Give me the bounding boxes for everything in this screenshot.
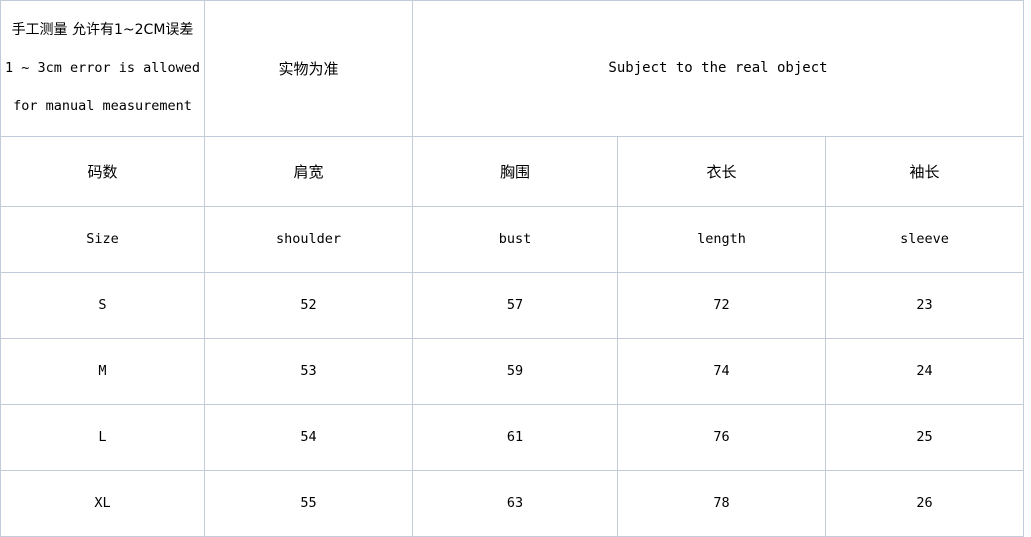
header-en-sleeve: sleeve bbox=[824, 205, 1025, 273]
real-object-en-cell: Subject to the real object bbox=[411, 0, 1025, 137]
header-en-size: Size bbox=[0, 205, 205, 273]
table-row: L 54 61 76 25 bbox=[0, 403, 1025, 471]
table-row-note: 手工测量 允许有1~2CM误差 1 ~ 3cm error is allowed… bbox=[0, 0, 1025, 137]
header-cn-size: 码数 bbox=[0, 135, 205, 207]
cell-sleeve: 24 bbox=[824, 337, 1025, 405]
cell-bust-value: 57 bbox=[506, 297, 524, 314]
header-en-shoulder-label: shoulder bbox=[275, 231, 342, 248]
cell-shoulder-value: 55 bbox=[300, 495, 317, 512]
header-en-length: length bbox=[617, 205, 826, 273]
header-en-size-label: Size bbox=[86, 231, 119, 248]
header-en-bust-label: bust bbox=[498, 231, 532, 248]
cell-sleeve: 25 bbox=[824, 403, 1025, 471]
header-cn-shoulder-label: 肩宽 bbox=[293, 162, 324, 181]
cell-shoulder-value: 54 bbox=[300, 429, 317, 446]
table-row-headers-en: Size shoulder bust length sleeve bbox=[0, 205, 1025, 273]
header-cn-bust-label: 胸围 bbox=[499, 162, 530, 181]
real-object-cn-cell: 实物为准 bbox=[204, 0, 413, 137]
cell-bust: 61 bbox=[412, 403, 618, 471]
table-row: S 52 57 72 23 bbox=[0, 271, 1025, 339]
real-object-cn-label: 实物为准 bbox=[278, 59, 339, 78]
cell-length-value: 78 bbox=[713, 495, 730, 512]
cell-shoulder: 52 bbox=[204, 271, 413, 339]
cell-length-value: 72 bbox=[713, 297, 730, 314]
cell-bust-value: 61 bbox=[506, 429, 524, 446]
measurement-note-cell: 手工测量 允许有1~2CM误差 1 ~ 3cm error is allowed… bbox=[0, 0, 205, 137]
cell-shoulder-value: 52 bbox=[300, 297, 317, 314]
measurement-note-line-1: 手工测量 允许有1~2CM误差 bbox=[11, 21, 194, 38]
cell-length: 72 bbox=[617, 271, 826, 339]
cell-length: 74 bbox=[617, 337, 826, 405]
cell-sleeve-value: 24 bbox=[916, 363, 933, 380]
header-en-shoulder: shoulder bbox=[204, 205, 413, 273]
cell-sleeve-value: 25 bbox=[916, 429, 933, 446]
header-cn-sleeve: 袖长 bbox=[824, 135, 1025, 207]
cell-size-value: S bbox=[98, 297, 107, 314]
header-cn-length: 衣长 bbox=[617, 135, 826, 207]
cell-shoulder: 54 bbox=[204, 403, 413, 471]
cell-bust-value: 63 bbox=[506, 495, 524, 512]
cell-size-value: L bbox=[98, 429, 107, 446]
table-row: XL 55 63 78 26 bbox=[0, 469, 1025, 537]
header-cn-length-label: 衣长 bbox=[706, 162, 737, 181]
cell-length: 76 bbox=[617, 403, 826, 471]
cell-bust: 59 bbox=[412, 337, 618, 405]
header-cn-shoulder: 肩宽 bbox=[204, 135, 413, 207]
cell-shoulder: 55 bbox=[204, 469, 413, 537]
cell-size: XL bbox=[0, 469, 205, 537]
table-row: M 53 59 74 24 bbox=[0, 337, 1025, 405]
cell-sleeve: 26 bbox=[824, 469, 1025, 537]
cell-size-value: M bbox=[98, 363, 107, 380]
header-en-sleeve-label: sleeve bbox=[900, 231, 949, 248]
measurement-note-line-3: for manual measurement bbox=[13, 98, 192, 115]
cell-size: M bbox=[0, 337, 205, 405]
cell-size-value: XL bbox=[94, 495, 111, 512]
cell-sleeve-value: 23 bbox=[916, 297, 933, 314]
header-cn-bust: 胸围 bbox=[412, 135, 618, 207]
cell-bust: 57 bbox=[412, 271, 618, 339]
header-cn-sleeve-label: 袖长 bbox=[909, 162, 940, 181]
header-cn-size-label: 码数 bbox=[87, 162, 118, 181]
header-en-bust: bust bbox=[412, 205, 618, 273]
cell-bust: 63 bbox=[412, 469, 618, 537]
cell-length-value: 76 bbox=[713, 429, 730, 446]
header-en-length-label: length bbox=[697, 231, 746, 248]
cell-size: S bbox=[0, 271, 205, 339]
cell-length: 78 bbox=[617, 469, 826, 537]
cell-sleeve: 23 bbox=[824, 271, 1025, 339]
real-object-en-label: Subject to the real object bbox=[608, 60, 828, 77]
cell-bust-value: 59 bbox=[506, 363, 524, 380]
cell-size: L bbox=[0, 403, 205, 471]
measurement-note-line-2: 1 ~ 3cm error is allowed bbox=[5, 59, 201, 76]
cell-shoulder-value: 53 bbox=[300, 363, 317, 380]
cell-shoulder: 53 bbox=[204, 337, 413, 405]
table-row-headers-cn: 码数 肩宽 胸围 衣长 袖长 bbox=[0, 135, 1025, 207]
cell-sleeve-value: 26 bbox=[916, 495, 933, 512]
cell-length-value: 74 bbox=[713, 363, 730, 380]
